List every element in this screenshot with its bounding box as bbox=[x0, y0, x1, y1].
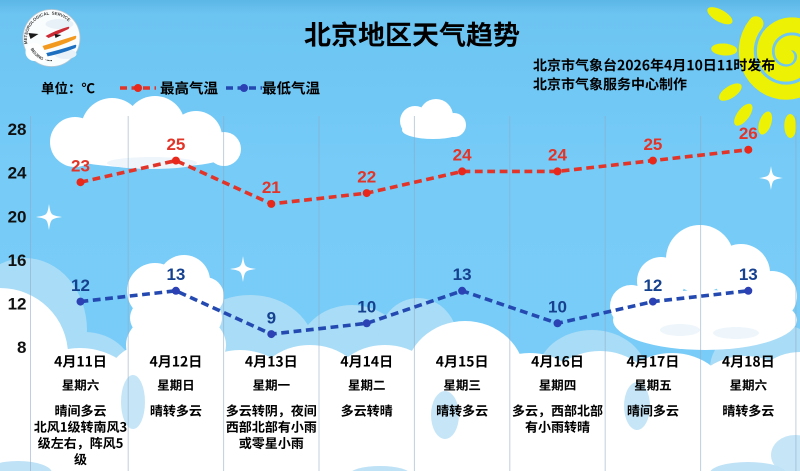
svg-text:24: 24 bbox=[548, 146, 567, 165]
svg-text:16: 16 bbox=[8, 251, 27, 270]
svg-text:10: 10 bbox=[548, 298, 567, 317]
svg-text:8: 8 bbox=[17, 338, 26, 357]
svg-text:23: 23 bbox=[71, 157, 90, 176]
svg-text:9: 9 bbox=[267, 308, 276, 327]
svg-text:21: 21 bbox=[262, 178, 281, 197]
svg-text:25: 25 bbox=[643, 135, 662, 154]
svg-text:28: 28 bbox=[8, 120, 27, 139]
svg-text:12: 12 bbox=[71, 276, 90, 295]
svg-text:22: 22 bbox=[357, 167, 376, 186]
svg-text:12: 12 bbox=[643, 276, 662, 295]
svg-text:24: 24 bbox=[8, 164, 27, 183]
svg-text:26: 26 bbox=[739, 124, 758, 143]
svg-text:12: 12 bbox=[8, 295, 27, 314]
svg-text:13: 13 bbox=[739, 265, 758, 284]
svg-text:24: 24 bbox=[453, 146, 472, 165]
svg-text:13: 13 bbox=[453, 265, 472, 284]
svg-text:20: 20 bbox=[8, 207, 27, 226]
svg-text:13: 13 bbox=[166, 265, 185, 284]
svg-text:10: 10 bbox=[357, 298, 376, 317]
svg-text:25: 25 bbox=[166, 135, 185, 154]
